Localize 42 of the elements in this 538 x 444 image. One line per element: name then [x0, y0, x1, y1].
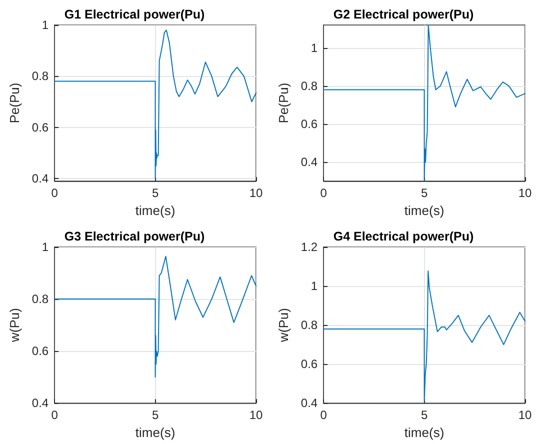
- y-tick-label: 0.8: [32, 292, 49, 306]
- x-tick-label: 0: [320, 408, 328, 422]
- y-tick-label: 0.8: [32, 69, 49, 84]
- y-axis-title: Pe(Pu): [7, 82, 22, 124]
- x-tick-label: 10: [518, 186, 532, 200]
- x-tick-label: 5: [420, 408, 428, 422]
- y-tick-label: 1: [42, 18, 49, 32]
- y-tick-label: 1.2: [300, 240, 318, 254]
- y-tick-label: 1: [310, 40, 318, 55]
- x-tick-label: 10: [249, 186, 263, 200]
- x-axis-title: time(s): [135, 203, 176, 218]
- x-tick-label: 0: [320, 186, 328, 200]
- x-tick-label: 10: [249, 408, 263, 422]
- y-tick-label: 0.6: [32, 344, 49, 358]
- x-tick-label: 10: [518, 408, 532, 422]
- x-tick-label: 5: [152, 186, 159, 200]
- y-tick-label: 0.6: [300, 357, 318, 372]
- x-axis-title: time(s): [135, 425, 176, 440]
- y-tick-label: 1: [42, 240, 49, 254]
- y-axis-title: w(Pu): [276, 308, 291, 344]
- chart-title: G1 Electrical power(Pu): [64, 8, 205, 22]
- x-tick-label: 0: [51, 186, 58, 200]
- y-tick-label: 0.4: [32, 396, 49, 410]
- x-tick-label: 5: [152, 408, 159, 422]
- y-tick-label: 1: [310, 279, 318, 294]
- chart-title: G4 Electrical power(Pu): [333, 230, 474, 244]
- x-tick-label: 0: [51, 408, 58, 422]
- y-tick-label: 0.6: [32, 120, 49, 134]
- y-tick-label: 0.8: [300, 78, 318, 93]
- x-axis-title: time(s): [404, 425, 444, 440]
- line-series: [323, 24, 526, 182]
- x-axis-title: time(s): [404, 203, 444, 218]
- chart-title: G2 Electrical power(Pu): [333, 8, 474, 22]
- y-tick-label: 0.6: [300, 116, 318, 131]
- y-axis-title: w(Pu): [7, 308, 22, 344]
- y-axis-title: Pe(Pu): [276, 82, 291, 124]
- y-tick-label: 0.4: [300, 396, 318, 410]
- x-tick-label: 5: [420, 186, 428, 200]
- chart-title: G3 Electrical power(Pu): [64, 230, 205, 244]
- y-tick-label: 0.4: [32, 172, 49, 186]
- y-tick-label: 0.4: [300, 155, 318, 170]
- y-tick-label: 0.8: [300, 318, 318, 332]
